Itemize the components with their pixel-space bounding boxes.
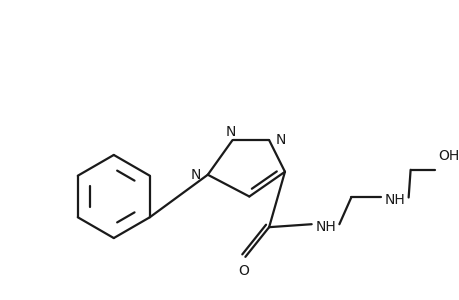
- Text: NH: NH: [384, 194, 404, 208]
- Text: NH: NH: [314, 220, 335, 234]
- Text: OH: OH: [437, 149, 459, 163]
- Text: N: N: [275, 133, 285, 147]
- Text: N: N: [225, 125, 235, 139]
- Text: O: O: [237, 264, 248, 278]
- Text: N: N: [190, 168, 201, 182]
